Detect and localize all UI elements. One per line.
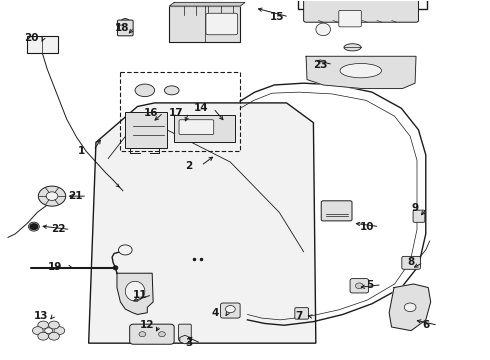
Circle shape — [38, 332, 49, 340]
Circle shape — [30, 224, 38, 229]
Text: 4: 4 — [212, 308, 220, 318]
Text: 1: 1 — [78, 145, 85, 156]
Text: 13: 13 — [33, 311, 48, 321]
Ellipse shape — [125, 281, 145, 301]
FancyBboxPatch shape — [339, 10, 361, 27]
Circle shape — [32, 327, 43, 334]
Polygon shape — [389, 284, 431, 330]
FancyBboxPatch shape — [402, 256, 420, 269]
Text: 14: 14 — [194, 103, 208, 113]
FancyBboxPatch shape — [130, 324, 174, 344]
Polygon shape — [169, 3, 245, 6]
Circle shape — [159, 332, 165, 337]
FancyBboxPatch shape — [295, 308, 309, 319]
Ellipse shape — [120, 19, 131, 30]
Ellipse shape — [28, 222, 39, 231]
Circle shape — [38, 321, 49, 329]
Polygon shape — [306, 56, 416, 89]
Circle shape — [139, 332, 146, 337]
Circle shape — [119, 245, 132, 255]
Polygon shape — [174, 116, 235, 142]
Text: 22: 22 — [51, 225, 66, 234]
Polygon shape — [89, 103, 316, 343]
Text: 23: 23 — [314, 59, 328, 69]
FancyBboxPatch shape — [179, 120, 214, 134]
Text: 17: 17 — [169, 108, 184, 118]
Text: 19: 19 — [48, 262, 63, 272]
Circle shape — [355, 283, 363, 289]
FancyBboxPatch shape — [220, 303, 240, 318]
FancyBboxPatch shape — [178, 324, 191, 341]
Circle shape — [45, 328, 52, 333]
Ellipse shape — [113, 266, 118, 270]
Text: 8: 8 — [408, 257, 415, 267]
Circle shape — [54, 327, 65, 334]
Ellipse shape — [164, 86, 179, 95]
FancyBboxPatch shape — [413, 210, 425, 222]
Polygon shape — [169, 6, 240, 42]
Ellipse shape — [340, 63, 382, 78]
Text: 9: 9 — [412, 203, 418, 213]
Text: 20: 20 — [24, 33, 38, 43]
Ellipse shape — [316, 23, 331, 36]
FancyBboxPatch shape — [118, 20, 133, 36]
Polygon shape — [117, 273, 153, 315]
Text: 15: 15 — [270, 12, 284, 22]
FancyBboxPatch shape — [26, 36, 58, 53]
Circle shape — [225, 306, 235, 313]
Text: 6: 6 — [422, 320, 429, 330]
Text: 3: 3 — [185, 338, 193, 348]
Text: 10: 10 — [360, 222, 374, 231]
Text: 5: 5 — [366, 280, 373, 290]
FancyBboxPatch shape — [206, 13, 238, 35]
Polygon shape — [180, 335, 190, 344]
Text: 16: 16 — [144, 108, 158, 118]
FancyBboxPatch shape — [321, 201, 352, 221]
Ellipse shape — [344, 44, 361, 51]
Text: 7: 7 — [295, 311, 302, 321]
Circle shape — [46, 192, 58, 201]
Polygon shape — [125, 112, 167, 148]
Ellipse shape — [135, 84, 155, 96]
Text: 18: 18 — [115, 23, 129, 33]
Circle shape — [38, 186, 66, 206]
Text: 12: 12 — [140, 320, 154, 330]
Circle shape — [49, 321, 59, 329]
Circle shape — [404, 303, 416, 312]
FancyBboxPatch shape — [298, 0, 427, 9]
FancyBboxPatch shape — [304, 0, 418, 22]
Circle shape — [49, 332, 59, 340]
FancyBboxPatch shape — [350, 279, 368, 293]
Text: 2: 2 — [185, 161, 193, 171]
Text: 21: 21 — [68, 191, 82, 201]
Text: 11: 11 — [133, 290, 147, 300]
